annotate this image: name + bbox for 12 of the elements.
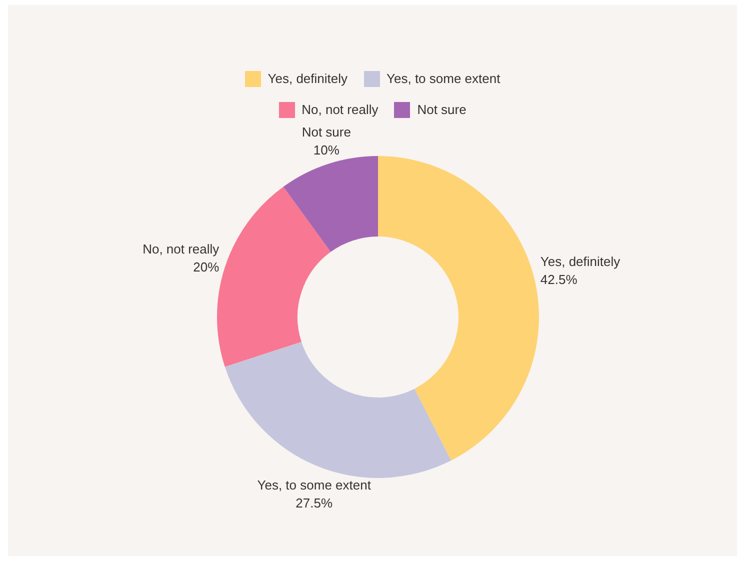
slice-label: No, not really xyxy=(142,241,220,256)
slice-label: Yes, definitely xyxy=(540,254,621,270)
legend-label: Not sure xyxy=(417,102,466,117)
slice-label: Yes, to some extent xyxy=(257,477,372,492)
slice-label: Not sure xyxy=(302,124,351,140)
data-label: 20% xyxy=(193,259,220,274)
data-label: 27.5% xyxy=(296,495,333,510)
data-label: 42.5% xyxy=(540,272,578,288)
legend-label: Yes, to some extent xyxy=(386,71,500,86)
data-label: 10% xyxy=(313,142,340,158)
legend-label: Yes, definitely xyxy=(268,71,348,86)
legend-label: No, not really xyxy=(302,102,378,117)
